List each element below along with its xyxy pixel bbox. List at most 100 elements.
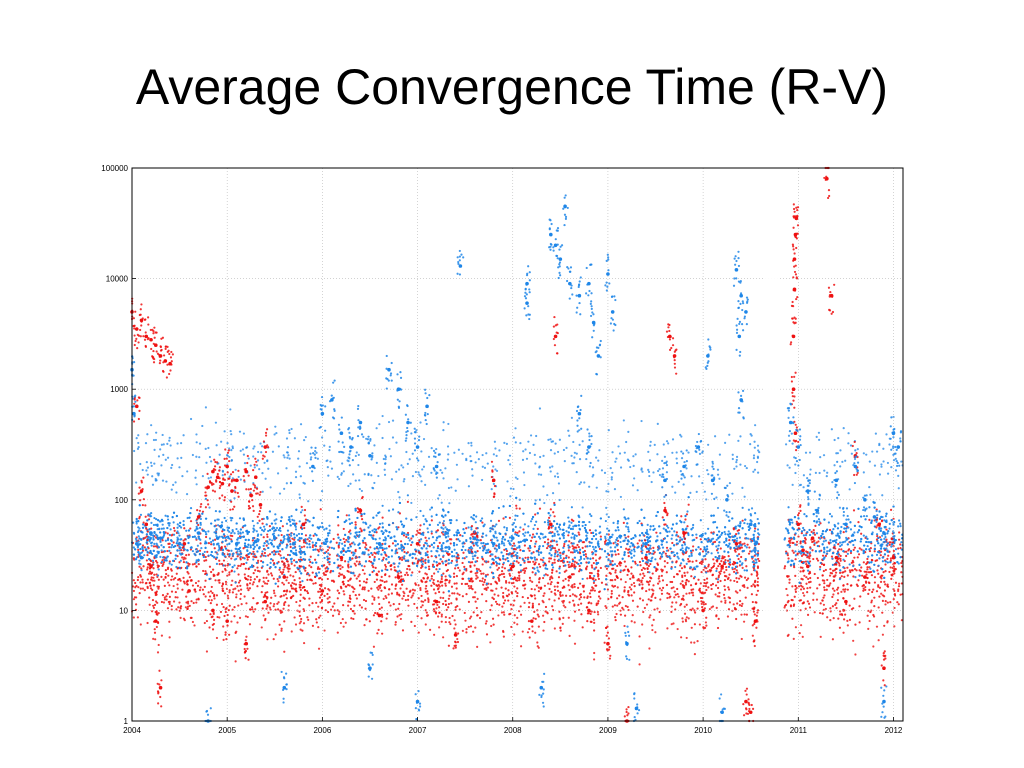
cloud-point (441, 584, 444, 587)
cloud-point (433, 572, 436, 575)
cloud-point (439, 581, 442, 584)
cloud-point (207, 554, 210, 557)
cloud-point (871, 590, 874, 594)
cloud-point (756, 589, 760, 592)
cloud-point (256, 569, 260, 572)
cloud-point (246, 583, 249, 586)
cloud-point (408, 539, 411, 542)
cloud-point (146, 568, 149, 571)
cloud-point (784, 527, 788, 530)
cloud-point (330, 546, 334, 549)
cloud-point (816, 559, 820, 562)
cloud-point (756, 517, 759, 521)
cloud-point (825, 552, 828, 555)
cloud-point (687, 557, 690, 561)
cloud-point (432, 608, 436, 611)
cloud-point (558, 571, 561, 575)
cloud-point (553, 561, 556, 564)
cloud-point (353, 543, 356, 546)
cloud-point (283, 603, 286, 607)
cloud-point (223, 516, 226, 520)
cloud-point (333, 602, 336, 605)
cloud-point (536, 613, 539, 616)
cloud-point (607, 558, 610, 562)
cloud-point (277, 552, 280, 556)
cloud-point (645, 563, 649, 566)
cloud-point (136, 578, 139, 582)
cloud-point (600, 581, 604, 584)
cloud-point (262, 536, 265, 539)
cloud-point (354, 550, 357, 553)
cloud-point (477, 568, 480, 571)
cloud-point (489, 550, 492, 553)
cloud-point (201, 588, 204, 591)
cloud-point (195, 537, 198, 540)
cloud-point (344, 585, 347, 588)
cloud-point (731, 566, 734, 570)
cloud-point (651, 552, 654, 555)
cloud-point (581, 577, 584, 581)
cloud-point (161, 564, 164, 568)
cloud-point (360, 564, 363, 567)
cloud-point (529, 539, 533, 542)
cloud-point (410, 620, 413, 624)
cloud-point (289, 545, 292, 549)
cloud-point (738, 599, 742, 603)
cloud-point (175, 608, 178, 611)
cloud-point (385, 580, 388, 583)
cloud-point (235, 527, 238, 531)
cloud-point (647, 583, 651, 586)
cloud-point (685, 546, 688, 549)
cloud-point (267, 573, 270, 576)
cloud-point (884, 540, 887, 543)
cloud-point (838, 578, 842, 581)
cloud-point (806, 600, 809, 603)
cloud-point (707, 565, 710, 568)
cloud-point (573, 550, 576, 554)
cloud-point (382, 539, 385, 542)
cloud-point (848, 569, 851, 572)
cloud-point (347, 530, 351, 534)
cloud-point (308, 536, 311, 539)
cloud-point (132, 579, 135, 582)
cloud-point (596, 572, 599, 575)
cloud-point (306, 546, 309, 549)
cloud-point (166, 532, 169, 535)
cloud-point (208, 537, 212, 540)
cloud-point (890, 577, 893, 580)
cloud-point (535, 520, 538, 523)
cloud-point (607, 533, 610, 536)
cloud-point (753, 613, 756, 616)
cloud-point (172, 578, 175, 581)
cloud-point (791, 549, 794, 552)
cloud-point (265, 544, 268, 547)
cloud-point (363, 588, 366, 591)
cloud-point (354, 556, 357, 559)
cloud-point (194, 548, 198, 551)
cloud-point (418, 528, 421, 531)
cloud-point (648, 588, 651, 591)
cloud-point (440, 514, 444, 517)
cloud-point (263, 551, 266, 555)
cloud-point (743, 521, 746, 525)
cloud-point (229, 516, 232, 519)
cloud-point (802, 526, 805, 530)
cloud-point (371, 602, 374, 605)
cloud-point (310, 566, 313, 569)
cloud-point (290, 585, 293, 588)
cloud-point (249, 566, 252, 569)
cloud-point (690, 575, 693, 578)
cloud-point (571, 544, 574, 548)
cloud-point (638, 519, 641, 523)
cloud-point (239, 588, 243, 591)
cloud-point (731, 535, 734, 538)
cloud-point (579, 539, 583, 542)
cloud-point (523, 544, 526, 547)
cloud-point (569, 551, 573, 554)
cloud-point (407, 533, 410, 536)
cloud-point (430, 543, 433, 546)
cloud-point (447, 597, 450, 600)
cloud-point (736, 580, 739, 584)
cloud-point (837, 586, 840, 589)
cloud-point (168, 562, 171, 565)
